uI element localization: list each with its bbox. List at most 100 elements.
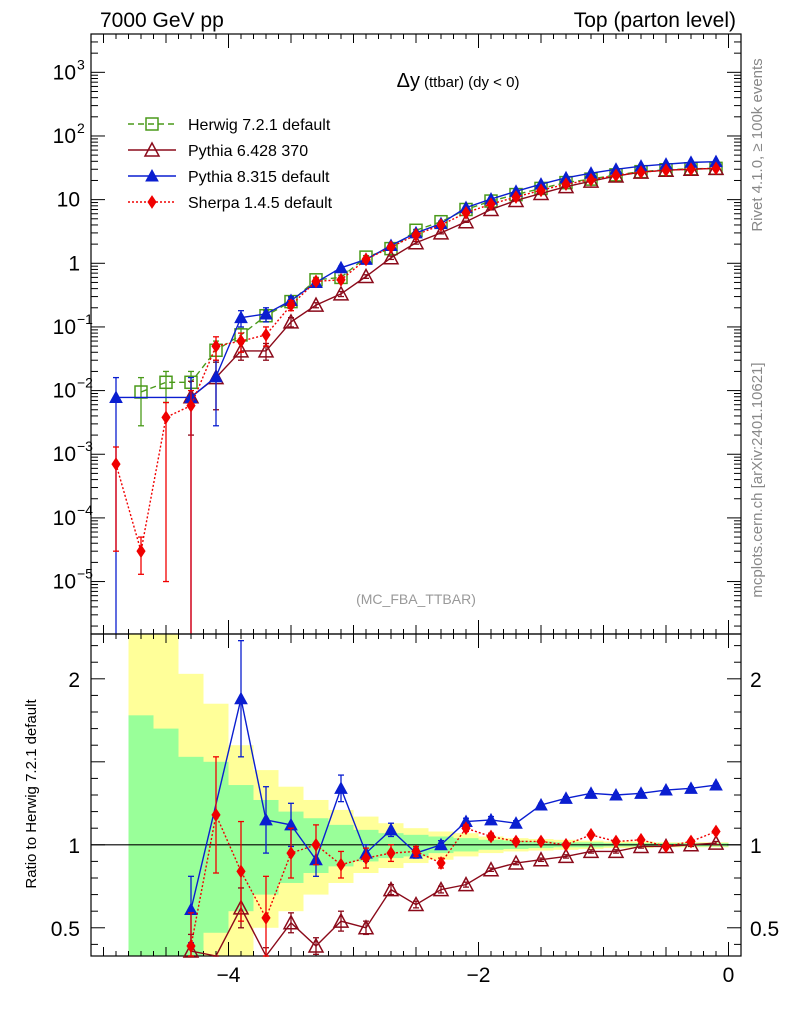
ratio-point bbox=[661, 839, 671, 854]
y-tick-exponent: 3 bbox=[77, 56, 85, 72]
series-2 bbox=[109, 154, 723, 634]
analysis-tag: (MC_FBA_TTBAR) bbox=[356, 591, 476, 607]
ratio-point bbox=[332, 912, 350, 928]
ratio-point bbox=[457, 876, 475, 892]
y-tick-exponent: −4 bbox=[77, 502, 93, 518]
ratio-point bbox=[507, 854, 525, 870]
data-point bbox=[236, 334, 246, 348]
legend-entry-1: Pythia 6.428 370 bbox=[128, 141, 308, 160]
ratio-y-tick-label: 2 bbox=[68, 669, 80, 692]
data-point bbox=[234, 310, 248, 324]
process-label: Top (parton level) bbox=[574, 9, 736, 32]
data-point bbox=[307, 296, 325, 312]
ratio-point bbox=[707, 834, 725, 850]
y-tick-exponent: −1 bbox=[77, 311, 93, 327]
ratio-point bbox=[182, 942, 200, 958]
data-point bbox=[336, 272, 346, 287]
ratio-point bbox=[636, 832, 646, 847]
y-tick-label: 10 bbox=[53, 61, 76, 84]
data-point bbox=[411, 227, 421, 242]
data-point bbox=[636, 165, 646, 180]
legend-label: Herwig 7.2.1 default bbox=[188, 117, 331, 134]
ratio-point bbox=[384, 822, 398, 836]
mcplots-label: mcplots.cern.ch [arXiv:2401.10621] bbox=[749, 362, 766, 597]
ratio-y-tick-label-right: 1 bbox=[750, 835, 762, 858]
ratio-y-tick-label: 1 bbox=[68, 835, 80, 858]
ratio-series-1 bbox=[182, 834, 725, 958]
ratio-point bbox=[711, 824, 721, 839]
data-point bbox=[557, 178, 575, 194]
data-point bbox=[186, 398, 196, 413]
data-point bbox=[686, 162, 696, 177]
ratio-point bbox=[682, 836, 700, 852]
ratio-point bbox=[486, 829, 496, 844]
ratio-point bbox=[382, 881, 400, 897]
y-tick-label: 10 bbox=[57, 189, 80, 212]
data-point bbox=[111, 457, 121, 472]
rivet-label: Rivet 4.1.0, ≥ 100k events bbox=[749, 58, 766, 231]
ratio-point bbox=[211, 808, 221, 822]
x-tick-label: −2 bbox=[467, 964, 491, 987]
y-tick-exponent: −2 bbox=[77, 375, 93, 391]
data-point bbox=[232, 342, 250, 358]
data-point bbox=[311, 274, 321, 289]
ratio-point bbox=[609, 787, 623, 801]
data-point bbox=[586, 172, 596, 187]
ratio-point bbox=[432, 881, 450, 897]
ratio-line bbox=[190, 812, 717, 947]
main-plot-series bbox=[109, 154, 725, 634]
data-point bbox=[211, 339, 221, 354]
ratio-point bbox=[582, 842, 600, 859]
data-point bbox=[259, 306, 273, 320]
data-point bbox=[711, 161, 721, 176]
legend-marker bbox=[145, 117, 159, 131]
x-tick-label: −4 bbox=[217, 964, 241, 987]
energy-label: 7000 GeV pp bbox=[100, 9, 224, 32]
series-3 bbox=[111, 161, 721, 634]
ratio-point bbox=[607, 842, 625, 859]
series-line bbox=[115, 167, 717, 552]
data-point bbox=[561, 177, 571, 192]
data-point bbox=[361, 252, 371, 267]
data-point bbox=[161, 410, 171, 425]
legend-label: Pythia 6.428 370 bbox=[188, 143, 308, 160]
y-tick-exponent: −5 bbox=[77, 566, 93, 582]
data-point bbox=[461, 205, 471, 220]
legend-entry-0: Herwig 7.2.1 default bbox=[128, 117, 331, 134]
ratio-point bbox=[709, 777, 723, 791]
ratio-point bbox=[282, 914, 300, 930]
legend-marker bbox=[147, 195, 157, 209]
data-point bbox=[109, 390, 123, 403]
ratio-point bbox=[561, 837, 571, 852]
ratio-point bbox=[484, 812, 498, 826]
data-point bbox=[611, 168, 621, 183]
ratio-point bbox=[361, 851, 371, 865]
legend-label: Sherpa 1.4.5 default bbox=[188, 195, 333, 212]
ratio-y-tick-label-right: 2 bbox=[750, 669, 762, 692]
ratio-point bbox=[532, 851, 550, 867]
y-tick-label: 1 bbox=[68, 252, 80, 275]
ratio-point bbox=[511, 834, 521, 849]
data-point bbox=[382, 249, 400, 265]
ratio-point bbox=[334, 781, 348, 794]
data-point bbox=[532, 184, 550, 201]
legend-entry-3: Sherpa 1.4.5 default bbox=[128, 195, 333, 212]
ratio-reference-band bbox=[128, 634, 729, 956]
data-point bbox=[486, 197, 496, 212]
ratio-point bbox=[411, 844, 421, 859]
legend: Herwig 7.2.1 default Pythia 6.428 370 Pyth… bbox=[128, 117, 333, 212]
data-point bbox=[332, 285, 350, 301]
ratio-point bbox=[634, 786, 648, 799]
data-point bbox=[457, 213, 475, 229]
ratio-point bbox=[557, 847, 575, 864]
ratio-plot-series bbox=[182, 639, 725, 958]
data-point bbox=[282, 313, 300, 329]
ratio-point bbox=[482, 861, 500, 877]
data-point bbox=[536, 183, 546, 198]
ratio-point bbox=[536, 834, 546, 849]
ratio-point bbox=[307, 937, 325, 953]
ratio-point bbox=[684, 781, 698, 794]
ratio-point bbox=[336, 857, 346, 872]
